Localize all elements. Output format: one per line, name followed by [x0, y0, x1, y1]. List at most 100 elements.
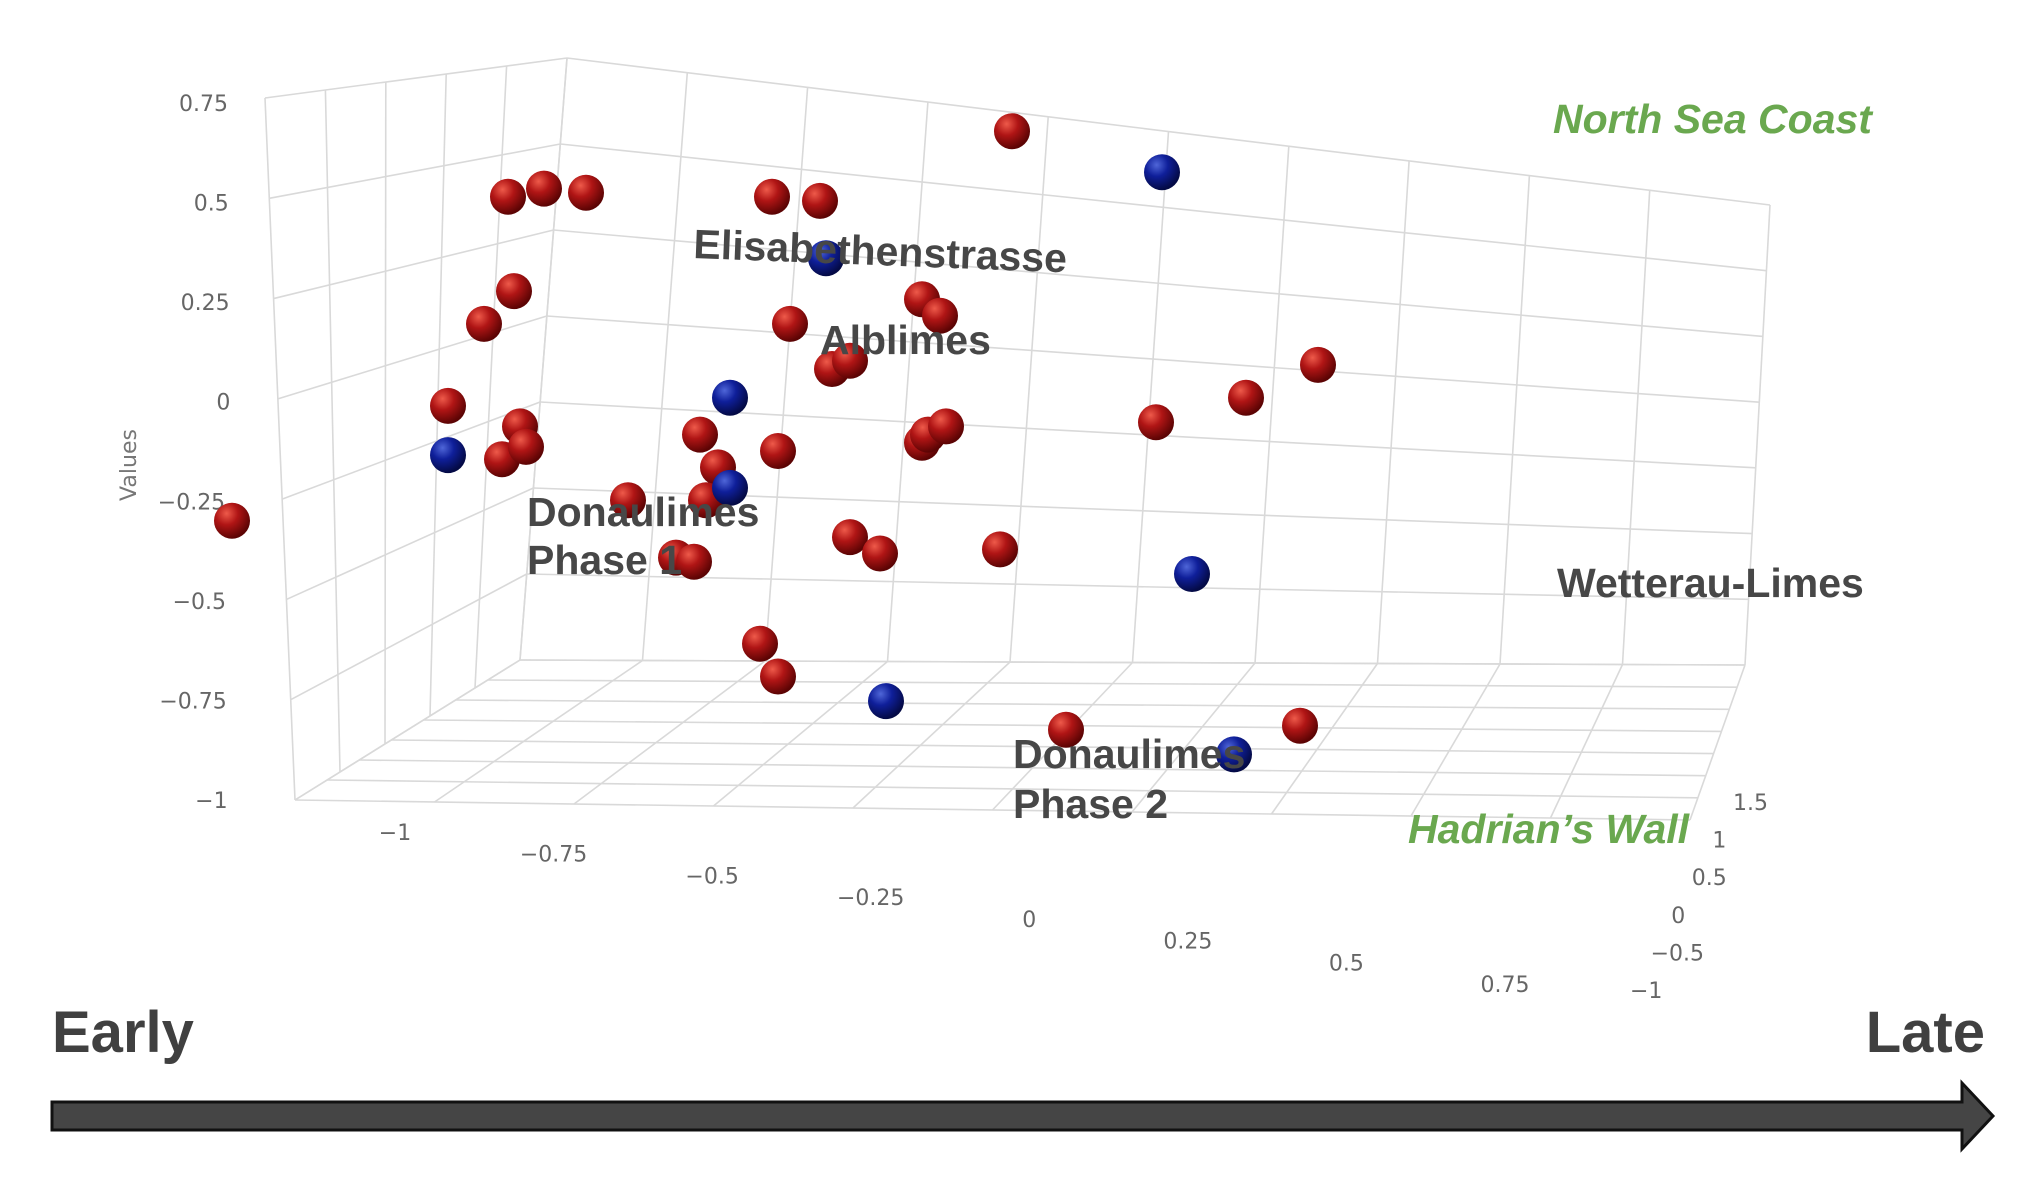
depth-tick-label: −1 — [1630, 979, 1662, 1004]
grid-line-floor — [294, 659, 521, 801]
red-data-point — [754, 178, 790, 215]
annotation-donau1-l2: Phase 1 — [527, 537, 682, 583]
grid-line-back-vertical — [1744, 204, 1771, 666]
red-data-point — [610, 482, 646, 519]
z-tick-label: −0.25 — [158, 490, 225, 515]
depth-tick-label: −0.5 — [1651, 941, 1704, 966]
grid-line-left-vertical — [474, 65, 508, 689]
grid-line-back-vertical — [1376, 160, 1410, 664]
x-tick-label: −0.5 — [685, 864, 738, 889]
annotation-wetterau: Wetterau-Limes — [1557, 560, 1864, 606]
annotation-alblimes: Alblimes — [820, 317, 991, 363]
red-data-point — [1228, 379, 1264, 416]
x-tick-label: −0.25 — [837, 886, 904, 911]
z-tick-label: 0.5 — [194, 192, 229, 217]
z-tick-label: 0.25 — [181, 291, 230, 316]
grid-line-left-vertical — [519, 57, 568, 661]
red-data-point — [214, 502, 250, 539]
grid-line-floor — [573, 660, 766, 805]
blue-data-point — [808, 240, 844, 277]
x-tick-label: 0.75 — [1481, 973, 1530, 998]
grid-line-back-vertical — [764, 87, 809, 662]
annotation-donau1-l1: Donaulimes — [527, 489, 759, 535]
red-data-point — [862, 535, 898, 572]
grid-line-left-horizontal — [269, 143, 561, 200]
x-tick-label: 0.25 — [1163, 930, 1212, 955]
grid-line-left-vertical — [264, 97, 296, 801]
red-data-point — [496, 273, 532, 310]
grid-line-back-vertical — [1131, 131, 1170, 663]
data-points — [214, 113, 1336, 773]
timeline-arrow — [50, 1079, 1996, 1153]
timeline-start-label: Early — [52, 1000, 194, 1065]
z-tick-label: −1 — [195, 789, 227, 814]
z-tick-label: −0.75 — [159, 689, 226, 714]
grid-line-back-horizontal — [526, 573, 1749, 601]
red-data-point — [1048, 711, 1084, 748]
grid-line-left-vertical — [384, 81, 387, 745]
blue-data-point — [1174, 556, 1210, 592]
blue-data-point — [1144, 154, 1180, 191]
depth-tick-label: 0 — [1671, 904, 1685, 929]
red-data-point — [1138, 404, 1174, 441]
red-data-point — [676, 543, 712, 580]
grid-line-back-vertical — [886, 102, 929, 662]
red-data-point — [1282, 707, 1318, 744]
annotation-donau2-l2: Phase 2 — [1013, 781, 1168, 827]
grid-line-left-horizontal — [264, 57, 568, 99]
grid-line-floor — [852, 661, 1011, 809]
z-tick-label: −0.5 — [173, 590, 226, 615]
x-tick-label: 0 — [1022, 908, 1036, 933]
grid-line-floor — [712, 660, 889, 807]
grid-line-floor — [434, 659, 643, 803]
annotation-elisabethen: Elisabethenstrasse — [693, 221, 1068, 281]
grid-line-back-horizontal — [553, 229, 1763, 338]
grid-lines — [264, 57, 1771, 821]
grid-line-back-horizontal — [546, 315, 1760, 403]
grid-line-left-horizontal — [290, 573, 528, 701]
grid-line-back-vertical — [1009, 116, 1049, 663]
red-data-point — [772, 305, 808, 342]
blue-data-point — [712, 379, 748, 416]
red-data-point — [922, 297, 958, 334]
annotation-north-sea: North Sea Coast — [1553, 96, 1874, 142]
x-tick-label: −1 — [379, 821, 411, 846]
grid-line-left-horizontal — [273, 229, 554, 300]
grid-line-left-horizontal — [277, 315, 548, 400]
annotation-hadrian: Hadrian’s Wall — [1408, 806, 1691, 852]
grid-line-left-vertical — [324, 89, 341, 773]
z-tick-label: 0.75 — [179, 92, 228, 117]
grid-line-floor — [1270, 663, 1379, 815]
grid-line-floor — [1131, 662, 1256, 813]
timeline: Early Late — [50, 1000, 1996, 1153]
red-data-point — [742, 625, 778, 662]
red-data-point — [508, 428, 544, 465]
red-data-point — [526, 170, 562, 207]
red-data-point — [1300, 346, 1336, 383]
grid-line-back-horizontal — [560, 143, 1767, 272]
grid-line-back-vertical — [1499, 175, 1531, 665]
red-data-point — [994, 113, 1030, 150]
y-axis-title: Values — [117, 429, 142, 501]
red-data-point — [682, 416, 718, 453]
grid-line-floor — [1689, 664, 1746, 821]
blue-data-point — [430, 437, 466, 474]
red-data-point — [490, 178, 526, 215]
annotation-donau2-l1: Donaulimes — [1013, 731, 1245, 777]
z-tick-label: 0 — [216, 391, 230, 416]
grid-line-back-vertical — [1254, 146, 1290, 664]
grid-line-back-vertical — [641, 72, 689, 661]
blue-data-point — [712, 469, 748, 506]
blue-data-point — [1216, 736, 1252, 773]
grid-line-back-vertical — [1621, 190, 1651, 665]
depth-tick-label: 0.5 — [1692, 866, 1727, 891]
grid-line-floor — [1410, 663, 1501, 817]
red-data-point — [982, 531, 1018, 568]
red-data-point — [832, 519, 868, 556]
grid-line-left-horizontal — [286, 487, 534, 601]
tick-labels: 0.75 0.5 0.25 0 −0.25 −0.5 −0.75 −1 −1 −0.75 −0.5 −… — [158, 92, 1768, 1004]
depth-tick-label: 1 — [1712, 829, 1726, 854]
annotations: North Sea Coast Elisabethenstrasse Alblime… — [527, 96, 1874, 852]
